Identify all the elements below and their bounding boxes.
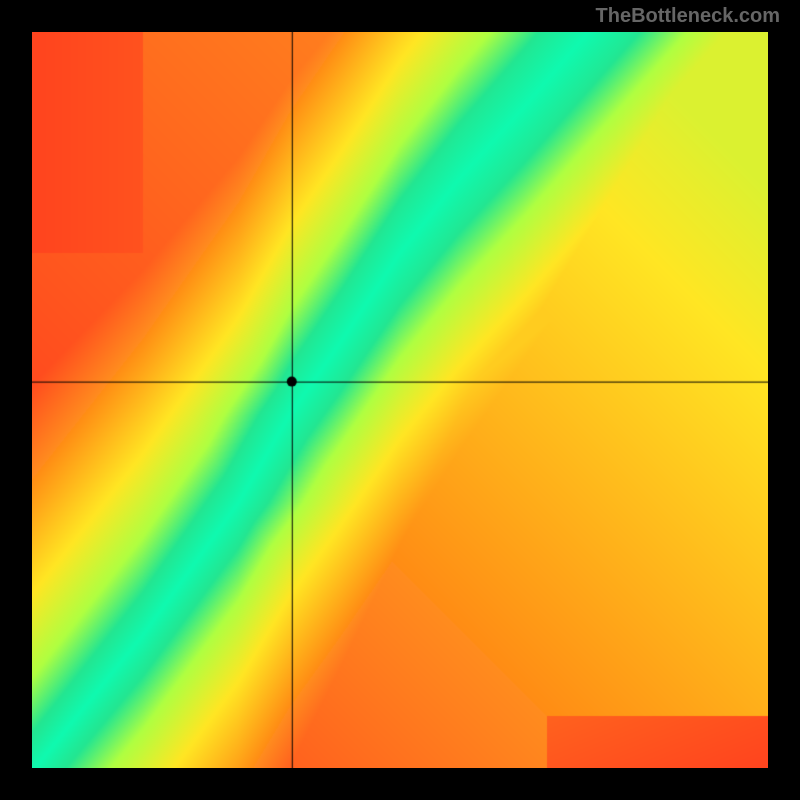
chart-area bbox=[32, 32, 768, 768]
watermark: TheBottleneck.com bbox=[596, 5, 780, 28]
heatmap-canvas bbox=[32, 32, 768, 768]
container: TheBottleneck.com bbox=[0, 0, 800, 800]
